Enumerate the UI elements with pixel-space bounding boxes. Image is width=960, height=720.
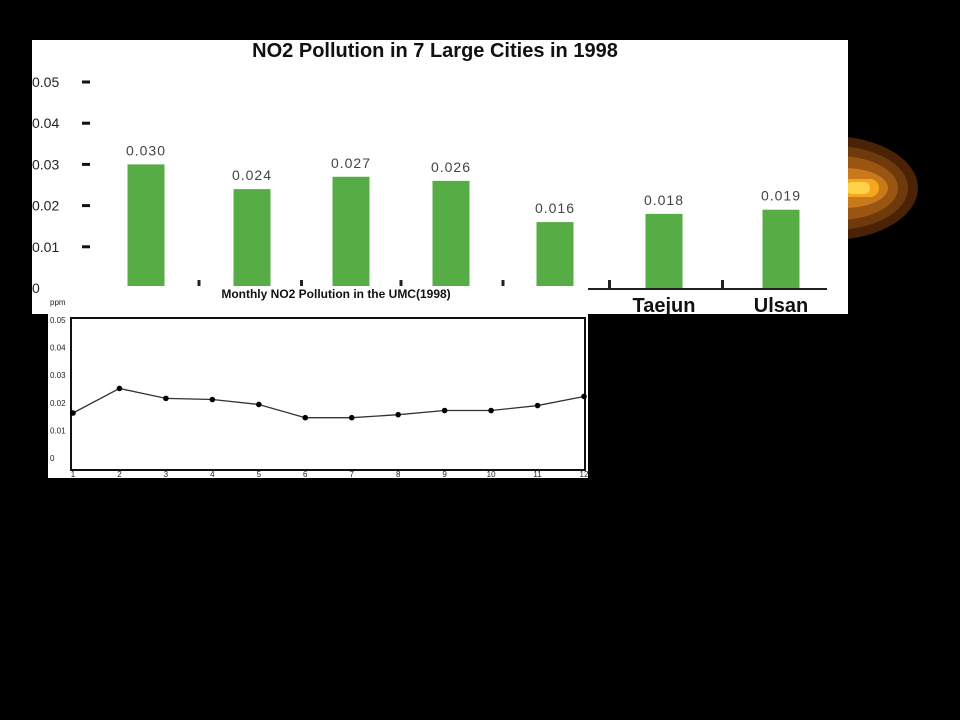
data-point (581, 393, 587, 400)
line-chart-title: Monthly NO2 Pollution in the UMC(1998) (221, 287, 450, 301)
bar-chart-title: NO2 Pollution in 7 Large Cities in 1998 (252, 40, 618, 62)
bar-value-label: 0.024 (232, 167, 272, 183)
bar (127, 164, 165, 288)
y-tick-label: 0.03 (32, 156, 59, 172)
y-tick-label: 0.02 (32, 198, 59, 214)
x-tick-label: 2 (117, 470, 122, 478)
data-point (163, 395, 169, 402)
data-point (256, 401, 262, 408)
y-tick-label: 0.01 (50, 426, 66, 435)
y-tick-label: 0.01 (32, 239, 59, 255)
y-tick-label: 0.03 (50, 371, 66, 380)
bar (332, 176, 370, 288)
x-tick-label: 11 (533, 470, 542, 478)
bar-value-label: 0.018 (644, 192, 684, 208)
data-point (116, 385, 123, 392)
bar (432, 180, 470, 288)
bar-value-label: 0.030 (126, 142, 166, 158)
y-tick-label: 0.02 (50, 399, 66, 408)
x-tick-label: 4 (210, 470, 215, 478)
y-tick-label: 0.05 (50, 316, 66, 325)
line-chart-ylabel: ppm (50, 298, 66, 307)
data-point (395, 411, 401, 418)
bar-value-label: 0.026 (431, 159, 471, 175)
bar-chart: NO2 Pollution in 7 Large Cities in 1998 … (32, 40, 827, 314)
line-chart-panel: Monthly NO2 Pollution in the UMC(1998) p… (48, 286, 588, 478)
bar (233, 189, 271, 288)
data-point (348, 414, 355, 421)
x-category-label: Taejun (633, 295, 696, 314)
y-tick-label: 0 (32, 280, 40, 296)
x-tick-label: 12 (580, 470, 588, 478)
data-point (302, 414, 309, 421)
y-tick-label: 0.04 (50, 344, 66, 353)
data-point (534, 402, 541, 409)
x-tick-label: 10 (487, 470, 496, 478)
line-chart: Monthly NO2 Pollution in the UMC(1998) p… (50, 287, 588, 478)
x-tick-label: 5 (257, 470, 262, 478)
x-tick-label: 8 (396, 470, 401, 478)
bar-value-label: 0.027 (331, 155, 371, 171)
data-point (70, 410, 76, 416)
x-tick-label: 9 (442, 470, 447, 478)
x-category-label: Ulsan (754, 295, 808, 314)
bar (762, 209, 800, 288)
y-tick-label: 0 (50, 454, 55, 463)
bar-value-label: 0.016 (535, 200, 575, 216)
bar (536, 222, 574, 288)
data-point (441, 407, 448, 414)
series-line (72, 387, 585, 419)
bar (645, 213, 683, 288)
data-point (209, 396, 216, 403)
y-tick-label: 0.05 (32, 74, 59, 90)
y-tick-label: 0.04 (32, 115, 59, 131)
bar-chart-panel: NO2 Pollution in 7 Large Cities in 1998 … (32, 40, 848, 314)
data-point (488, 407, 494, 414)
bar-value-label: 0.019 (761, 188, 801, 204)
x-tick-label: 6 (303, 470, 308, 478)
x-tick-label: 3 (164, 470, 169, 478)
x-tick-label: 1 (71, 470, 76, 478)
x-tick-label: 7 (350, 470, 355, 478)
